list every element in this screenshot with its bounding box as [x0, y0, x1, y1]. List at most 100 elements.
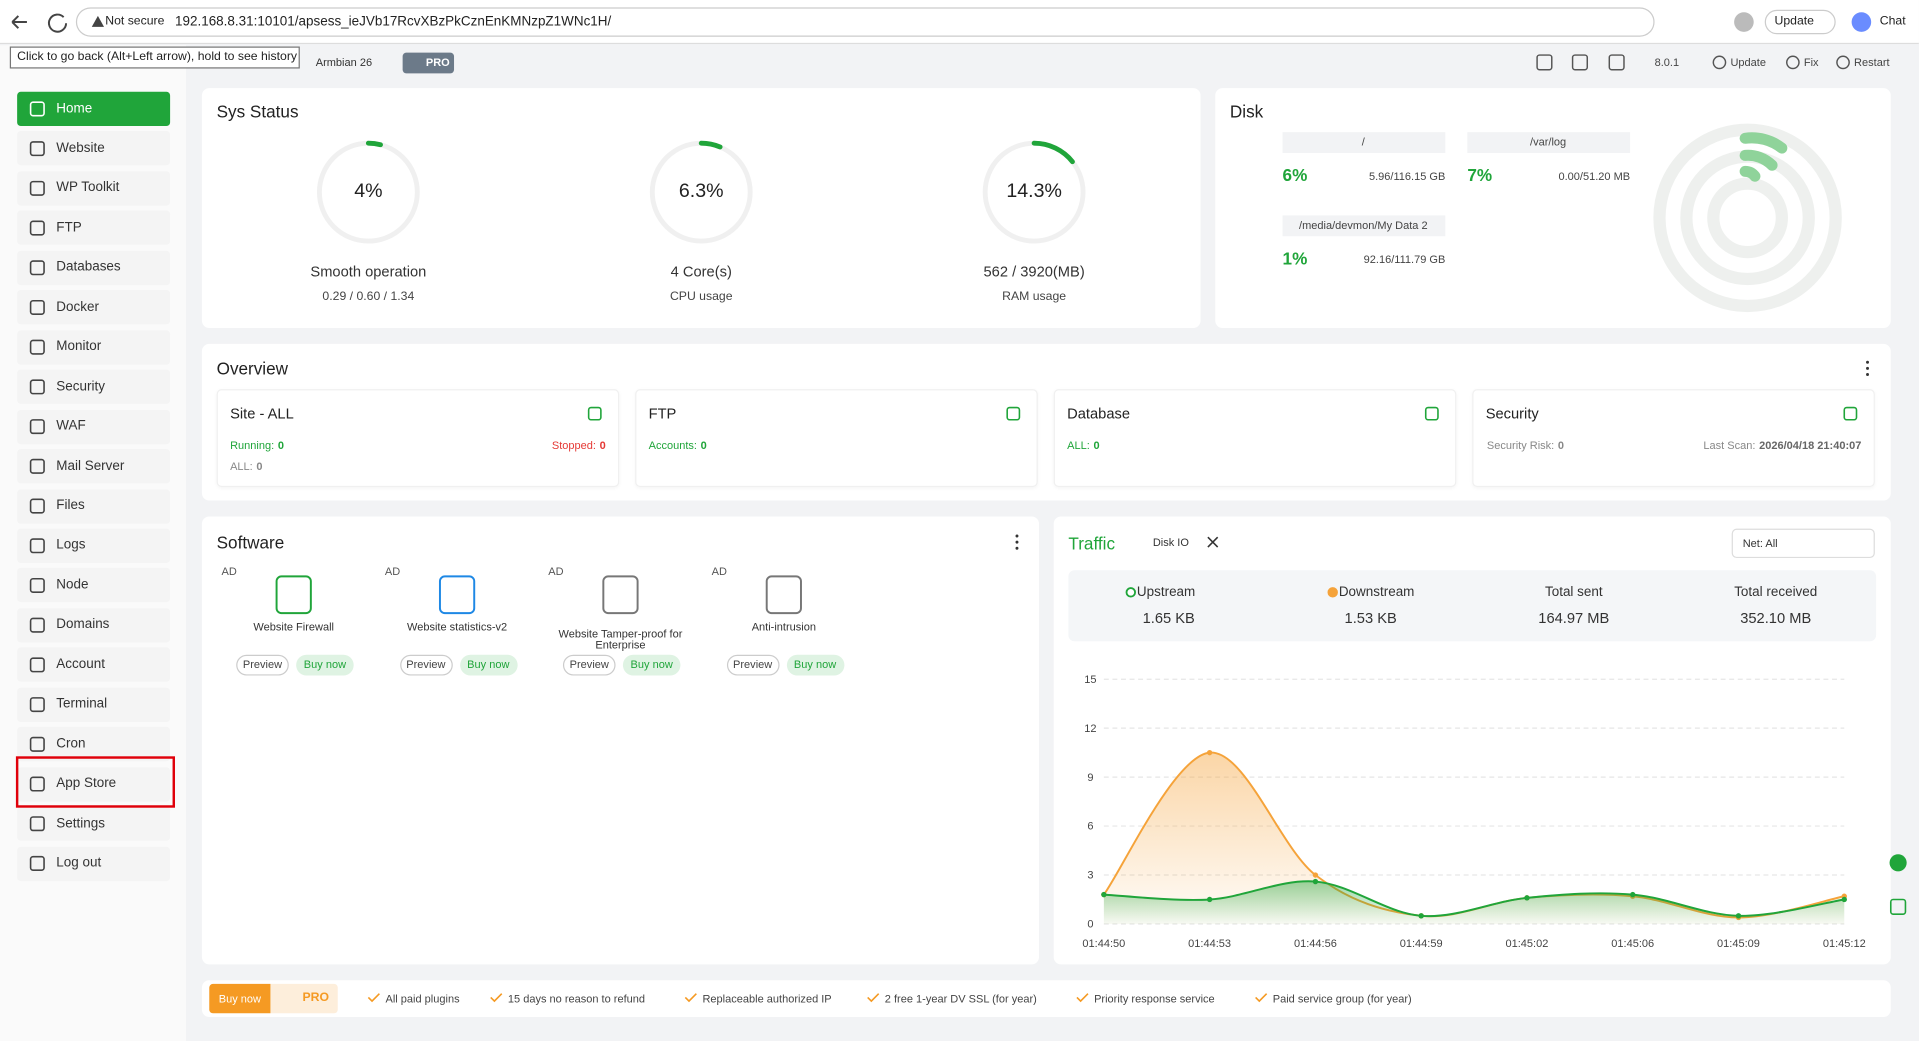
plugin-name: Website Tamper-proof for Enterprise — [547, 628, 694, 650]
gauge-detail: 0.29 / 0.60 / 1.34 — [322, 291, 414, 303]
feature: 15 days no reason to refund — [508, 993, 645, 1004]
card-title: Site - ALL — [230, 406, 294, 421]
gauge-value: 14.3% — [1006, 182, 1062, 202]
panel — [1215, 88, 1891, 328]
filter-label[interactable]: Net: All — [1743, 538, 1778, 549]
gauge-value: 6.3% — [679, 182, 724, 202]
nav-label[interactable]: Settings — [56, 817, 105, 830]
card-title: Database — [1067, 406, 1130, 421]
nav-label[interactable]: Account — [56, 658, 105, 671]
nav-label[interactable]: Monitor — [56, 340, 101, 353]
header-action[interactable]: Fix — [1804, 57, 1819, 68]
nav-label[interactable]: WP Toolkit — [56, 182, 119, 195]
header-action[interactable]: Update — [1730, 57, 1766, 68]
mount-usage: 5.96/116.15 GB — [1369, 171, 1445, 182]
y-tick-label: 12 — [1084, 723, 1096, 734]
gauge-label: 562 / 3920(MB) — [983, 264, 1084, 279]
header-action[interactable]: Restart — [1854, 57, 1890, 68]
nav-item[interactable] — [17, 409, 170, 443]
nav-label[interactable]: Files — [56, 499, 84, 512]
url: 192.168.8.31:10101/apsess_ieJVb17RcvXBzP… — [175, 15, 611, 28]
preview-label[interactable]: Preview — [570, 660, 609, 671]
stat-label: Security Risk:0 — [1487, 440, 1564, 451]
browser-update[interactable]: Update — [1775, 16, 1814, 28]
nav-label[interactable]: Databases — [56, 261, 120, 274]
stat-label: ALL:0 — [1067, 440, 1099, 451]
traffic-stats — [1068, 570, 1876, 641]
plugin-name: Website Firewall — [253, 621, 334, 632]
mount-path: / — [1362, 136, 1365, 147]
ad-tag: AD — [712, 566, 727, 577]
nav-label[interactable]: Security — [56, 380, 105, 393]
nav-label[interactable]: Cron — [56, 738, 85, 751]
nav-item[interactable] — [17, 529, 170, 563]
x-tick-label: 01:44:50 — [1082, 938, 1125, 949]
gauge-label: 4 Core(s) — [671, 264, 732, 279]
pro-badge-text: PRO — [426, 58, 450, 69]
panel-title: Overview — [217, 360, 288, 377]
browser-chat[interactable]: Chat — [1880, 16, 1906, 28]
nav-label[interactable]: Home — [56, 102, 92, 115]
buy-label[interactable]: Buy now — [467, 660, 509, 671]
gauge-detail: CPU usage — [670, 291, 733, 303]
y-tick-label: 0 — [1087, 918, 1093, 929]
nav-label[interactable]: Domains — [56, 618, 109, 631]
buy-label[interactable]: Buy now — [631, 660, 673, 671]
legend-label: Upstream — [1137, 586, 1195, 599]
stat-value: 164.97 MB — [1538, 611, 1609, 626]
stat-value: 0 — [256, 460, 262, 472]
nav-item[interactable] — [17, 727, 170, 761]
stat-value: 1.65 KB — [1143, 611, 1195, 626]
tab[interactable]: Traffic — [1068, 535, 1115, 552]
nav-item[interactable] — [17, 211, 170, 245]
nav-item[interactable] — [17, 489, 170, 523]
nav-label[interactable]: WAF — [56, 420, 85, 433]
stat-value: 0 — [600, 439, 606, 451]
stat-label: Accounts:0 — [649, 440, 707, 451]
feature: Priority response service — [1094, 993, 1215, 1004]
gauge-value: 4% — [354, 182, 382, 202]
nav-label[interactable]: Mail Server — [56, 460, 124, 473]
preview-label[interactable]: Preview — [733, 660, 772, 671]
nav-label[interactable]: Logs — [56, 539, 85, 552]
x-tick-label: 01:44:56 — [1294, 938, 1337, 949]
card-title: Security — [1486, 406, 1539, 421]
x-tick-label: 01:45:02 — [1505, 938, 1548, 949]
tab[interactable]: Disk IO — [1153, 537, 1189, 548]
panel-title: Sys Status — [217, 103, 299, 120]
nav-label[interactable]: Docker — [56, 301, 99, 314]
nav-label[interactable]: Website — [56, 142, 104, 155]
mount-path: /var/log — [1530, 136, 1566, 147]
plugin-name: Website statistics-v2 — [407, 621, 507, 632]
feature: Replaceable authorized IP — [702, 993, 831, 1004]
os-label: Armbian 26 — [316, 57, 372, 68]
stat-label: ALL:0 — [230, 461, 262, 472]
buy-label[interactable]: Buy now — [304, 660, 346, 671]
nav-label[interactable]: Terminal — [56, 698, 107, 711]
x-tick-label: 01:44:53 — [1188, 938, 1231, 949]
stat-value: 0 — [1093, 439, 1099, 451]
nav-item[interactable] — [17, 92, 170, 126]
nav-label[interactable]: App Store — [56, 777, 116, 790]
feature: All paid plugins — [385, 993, 459, 1004]
preview-label[interactable]: Preview — [406, 660, 445, 671]
mount-percent: 6% — [1283, 166, 1308, 183]
preview-label[interactable]: Preview — [243, 660, 282, 671]
nav-item[interactable] — [17, 568, 170, 602]
mount-usage: 0.00/51.20 MB — [1558, 171, 1630, 182]
buy-label[interactable]: Buy now — [794, 660, 836, 671]
y-tick-label: 3 — [1087, 870, 1093, 881]
panel-title: Software — [217, 534, 285, 551]
stat-label: Stopped:0 — [552, 440, 606, 451]
nav-label[interactable]: FTP — [56, 221, 81, 234]
stat-value: 352.10 MB — [1740, 611, 1811, 626]
nav-label[interactable]: Log out — [56, 857, 101, 870]
panel-title: Disk — [1230, 103, 1263, 120]
x-tick-label: 01:45:06 — [1611, 938, 1654, 949]
footer-buy-label[interactable]: Buy now — [219, 993, 261, 1004]
nav-label[interactable]: Node — [56, 579, 88, 592]
mount-path: /media/devmon/My Data 2 — [1299, 220, 1428, 231]
x-tick-label: 01:45:09 — [1717, 938, 1760, 949]
